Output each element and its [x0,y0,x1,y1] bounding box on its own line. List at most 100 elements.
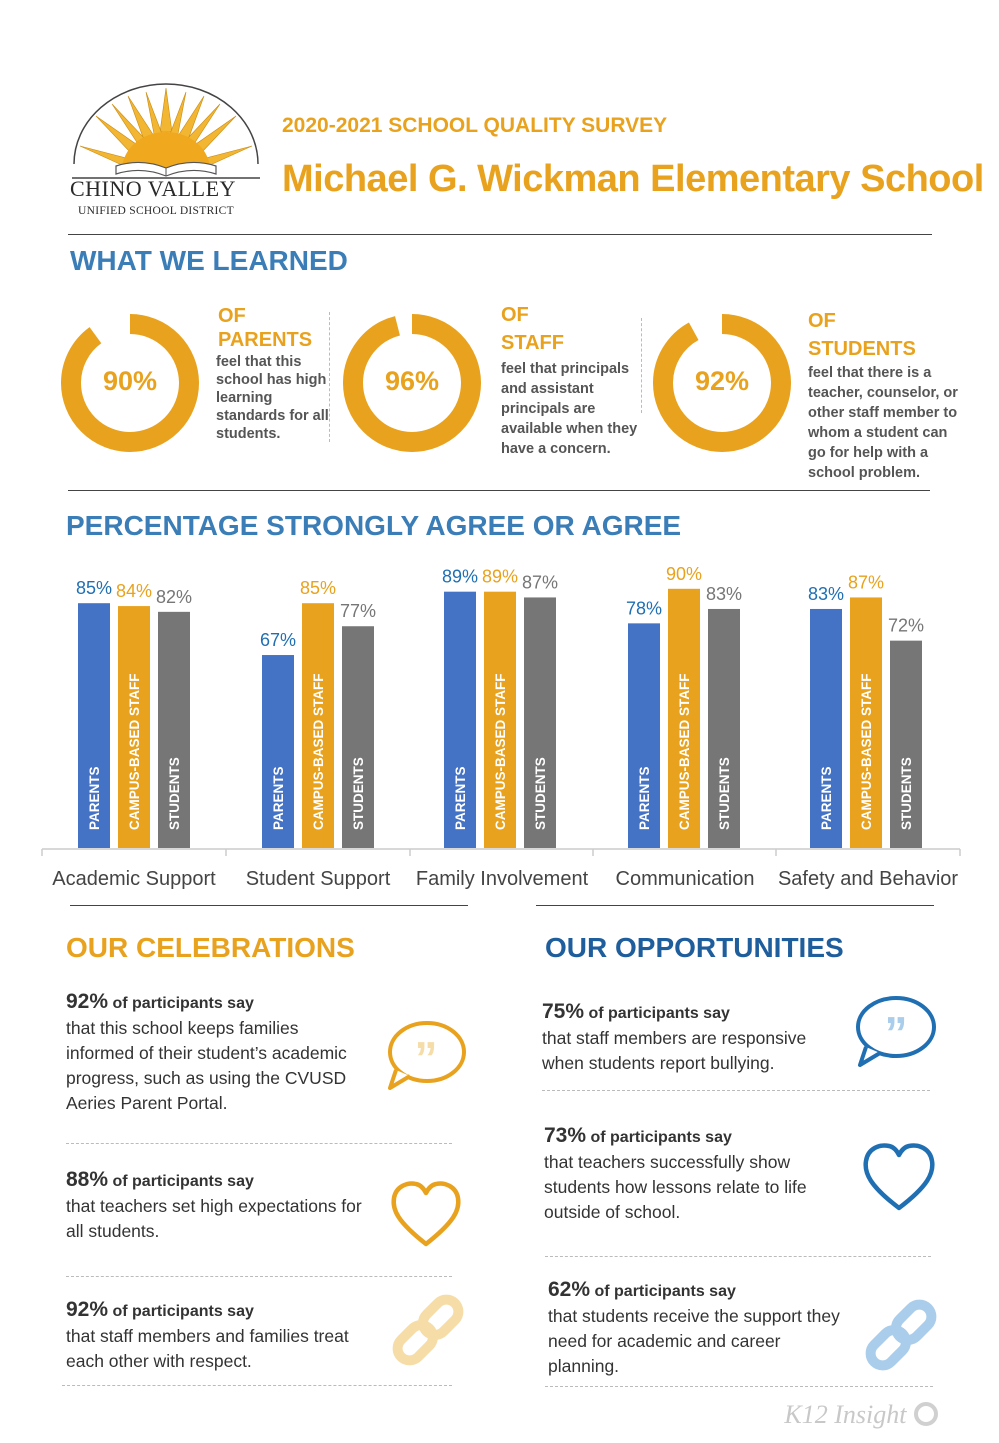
speech-bubble-icon: ” [852,993,940,1074]
opportunity-separator [545,1386,933,1387]
celebration-body: that staff members and families treat ea… [66,1326,349,1371]
bar [810,608,842,848]
logo-line2: UNIFIED SCHOOL DISTRICT [78,205,234,217]
bar-chart: 85% PARENTS 84% CAMPUS-BASED STAFF 82% STUDEN… [41,564,961,890]
bar-series-label: STUDENTS [717,757,732,830]
survey-title: 2020-2021 SCHOOL QUALITY SURVEY [282,114,668,137]
learned-group: PARENTS [218,329,313,351]
brand-name: K12 Insight [784,1400,907,1429]
bar-value-label: 77% [340,601,376,621]
opportunity-item: 62% of participants say that students re… [548,1278,848,1379]
bar-value-label: 82% [156,587,192,607]
opportunities-divider [536,905,934,906]
bar [262,655,294,848]
celebration-pct: 88% [66,1168,109,1191]
sun-book-logo-icon [72,83,260,179]
learned-desc: feel that this school has high learning … [216,354,329,442]
link-icon [860,1296,942,1379]
celebration-lead: of participants say [112,1303,254,1320]
bar-value-label: 72% [888,616,924,636]
opportunity-body: that staff members are responsive when s… [542,1028,807,1073]
bar-series-label: STUDENTS [533,757,548,830]
bar [302,603,334,848]
brand-ring-icon [914,1402,938,1426]
opportunities-title: OUR OPPORTUNITIES [545,932,844,963]
bar [484,591,516,848]
celebration-item: 92% of participants say that this school… [66,990,366,1116]
celebration-pct: 92% [66,1298,109,1321]
bar-series-label: PARENTS [271,766,286,830]
bar-series-label: STUDENTS [351,757,366,830]
category-label: Safety and Behavior [778,868,958,890]
category-label: Student Support [246,868,391,890]
bar-series-label: PARENTS [453,766,468,830]
bar-series-label: STUDENTS [167,757,182,830]
bar-value-label: 89% [482,567,518,587]
celebration-body: that teachers set high expectations for … [66,1196,362,1241]
learned-of: OF [218,305,246,327]
bar [118,606,150,848]
bar-value-label: 85% [300,578,336,598]
celebrations-divider [70,905,468,906]
learned-divider [641,318,642,413]
bar [890,640,922,848]
bar-series-label: CAMPUS-BASED STAFF [311,674,326,831]
opportunity-lead: of participants say [590,1129,732,1146]
opportunity-separator [542,1090,930,1091]
opportunity-lead: of participants say [594,1283,736,1300]
celebrations-title: OUR CELEBRATIONS [66,932,355,963]
learned-title: WHAT WE LEARNED [70,245,348,276]
header-divider [68,234,932,235]
bar-series-label: CAMPUS-BASED STAFF [677,674,692,831]
learned-group: STAFF [501,332,564,354]
chart-title: PERCENTAGE STRONGLY AGREE OR AGREE [66,510,682,541]
svg-text:”: ” [415,1032,438,1084]
district-logo [66,82,266,222]
bar-value-label: 89% [442,567,478,587]
learned-group: STUDENTS [808,338,916,360]
category-label: Communication [616,868,755,890]
opportunity-pct: 62% [548,1278,591,1301]
learned-pct-staff: 96% [384,366,440,396]
learned-pct-students: 92% [694,366,750,396]
bar-series-label: CAMPUS-BASED STAFF [493,674,508,831]
opportunity-item: 73% of participants say that teachers su… [544,1124,844,1225]
learned-of: OF [501,304,529,326]
heart-icon [860,1140,938,1219]
bar-value-label: 78% [626,598,662,618]
learned-text-staff: OF STAFF feel that principals and assist… [501,303,639,459]
learned-divider [329,312,330,442]
progress-ring-icon [343,314,481,452]
bar [158,611,190,848]
opportunity-pct: 75% [542,1000,585,1023]
bar [708,608,740,848]
bar [78,603,110,848]
opportunity-body: that students receive the support they n… [548,1306,840,1376]
learned-text-parents: OF PARENTS feel that this school has hig… [216,304,336,443]
learned-text-students: OF STUDENTS feel that there is a teacher… [808,309,968,483]
celebration-pct: 92% [66,990,109,1013]
bar-value-label: 90% [666,564,702,584]
learned-of: OF [808,310,836,332]
celebration-separator [66,1276,452,1277]
logo-line1: CHINO VALLEY [70,176,236,201]
bar [628,623,660,848]
opportunity-body: that teachers successfully show students… [544,1152,807,1222]
celebration-separator [62,1385,452,1386]
learned-divider-bottom [68,490,930,491]
learned-ring-staff [342,313,482,453]
k12-insight-brand: K12 Insight [784,1400,939,1430]
celebration-item: 88% of participants say that teachers se… [66,1168,366,1244]
celebration-body: that this school keeps families informed… [66,1018,347,1113]
bar-series-label: CAMPUS-BASED STAFF [859,674,874,831]
bar [444,591,476,848]
opportunity-item: 75% of participants say that staff membe… [542,1000,842,1076]
link-icon [388,1292,468,1373]
opportunity-separator [545,1256,931,1257]
bar-value-label: 87% [848,572,884,592]
progress-ring-icon [61,314,199,452]
bar-value-label: 67% [260,630,296,650]
bar-value-label: 87% [522,572,558,592]
bar [524,597,556,848]
opportunity-lead: of participants say [588,1005,730,1022]
